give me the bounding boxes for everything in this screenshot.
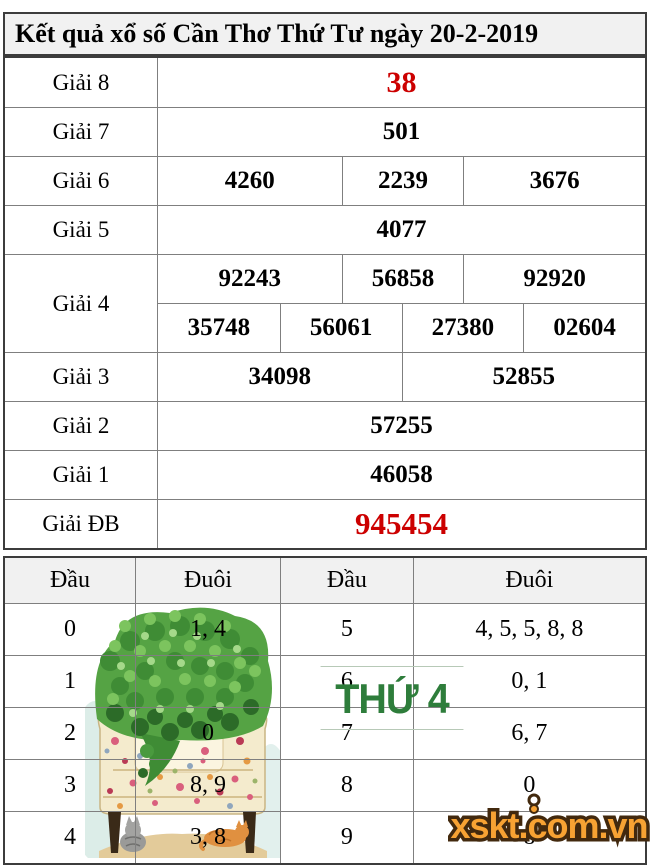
prize-value-g4-3: 92920: [463, 255, 645, 303]
weekday-watermark: THỨ 4: [320, 666, 464, 730]
page-title-text: Kết quả xổ số Cần Thơ Thứ Tư ngày 20-2-2…: [15, 19, 539, 48]
duoi-3: 8, 9: [134, 760, 280, 811]
prize-value-g4-7: 02604: [523, 303, 645, 352]
ivy-leaves-light: [107, 610, 261, 705]
prize-value-g8: 38: [386, 65, 417, 99]
duoi-2: 0: [134, 708, 280, 759]
dau-0: 0: [63, 616, 76, 642]
orange-cat: [198, 820, 249, 851]
prize-row-g8: Giải 8 38: [5, 58, 645, 107]
dau-5: 5: [280, 604, 412, 655]
prize-label-g1: Giải 1: [5, 451, 158, 499]
weekday-watermark-text: THỨ 4: [335, 675, 450, 722]
prize-value-g6-3: 3676: [463, 157, 645, 205]
head-tail-row-0-5: 0 1, 4 5 4, 5, 5, 8, 8: [5, 603, 645, 655]
duoi-4: 3, 8: [134, 812, 280, 863]
prize-label-g7: Giải 7: [5, 108, 158, 156]
head-tail-row-2-7: 2 0 7 6, 7: [5, 707, 645, 759]
duoi-9: 8: [412, 812, 645, 863]
prize-row-g4-line1: 92243 56858 92920: [158, 255, 645, 304]
head-tail-header-row: Đầu Đuôi Đầu Đuôi: [5, 558, 645, 603]
dau-3: 3: [63, 772, 76, 798]
dau-2: 2: [63, 720, 76, 746]
head-tail-table: Đầu Đuôi Đầu Đuôi 0 1, 4 5 4, 5, 5, 8, 8…: [3, 556, 647, 865]
prize-label-g5: Giải 5: [5, 206, 158, 254]
gray-cat: [120, 816, 146, 852]
header-duoi-right: Đuôi: [412, 558, 645, 603]
prize-row-g4: Giải 4 92243 56858 92920 35748 56061 273…: [5, 254, 645, 352]
header-dau-right: Đầu: [280, 558, 412, 603]
dau-7: 7: [280, 708, 412, 759]
duoi-5: 4, 5, 5, 8, 8: [412, 604, 645, 655]
prize-value-g2: 57255: [370, 412, 433, 439]
prize-row-g1: Giải 1 46058: [5, 450, 645, 499]
dau-9: 9: [280, 812, 412, 863]
sofa-plant-illustration: [85, 607, 280, 858]
prize-row-g2: Giải 2 57255: [5, 401, 645, 450]
prize-row-g6: Giải 6 4260 2239 3676: [5, 156, 645, 205]
prize-label-g3: Giải 3: [5, 353, 158, 401]
prize-value-g7: 501: [382, 118, 421, 145]
crown-icon: [527, 793, 541, 814]
dau-6: 6: [280, 656, 412, 707]
prize-label-g2: Giải 2: [5, 402, 158, 450]
duoi-6: 0, 1: [412, 656, 645, 707]
dau-8: 8: [280, 760, 412, 811]
duoi-0: 1, 4: [134, 604, 280, 655]
prize-row-gdb: Giải ĐB 945454: [5, 499, 645, 548]
dau-1: 1: [63, 668, 76, 694]
prize-row-g4-line2: 35748 56061 27380 02604: [158, 303, 645, 352]
dau-4: 4: [63, 824, 76, 850]
prize-row-g3: Giải 3 34098 52855: [5, 352, 645, 401]
prize-label-gdb: Giải ĐB: [5, 500, 158, 548]
prize-value-g4-5: 56061: [279, 303, 402, 352]
header-duoi-left: Đuôi: [134, 558, 280, 603]
prize-value-gdb: 945454: [355, 506, 448, 541]
prize-label-g8: Giải 8: [5, 58, 158, 107]
duoi-8: 0: [412, 760, 645, 811]
head-tail-row-1-6: 1 6 0, 1: [5, 655, 645, 707]
prize-row-g5: Giải 5 4077: [5, 205, 645, 254]
prize-value-g4-1: 92243: [218, 264, 282, 292]
header-dau-left: Đầu: [49, 567, 90, 593]
prize-value-g1: 46058: [370, 461, 433, 488]
prize-value-g3-1: 34098: [248, 363, 312, 390]
head-tail-row-3-8: 3 8, 9 8 0: [5, 759, 645, 811]
site-logo-text[interactable]: xskt.com.vn: [448, 802, 650, 850]
page-title: Kết quả xổ số Cần Thơ Thứ Tư ngày 20-2-2…: [3, 12, 647, 56]
prize-value-g4-4: 35748: [187, 313, 251, 341]
prize-row-g7: Giải 7 501: [5, 107, 645, 156]
prize-value-g4-6: 27380: [401, 303, 524, 352]
prize-label-g6: Giải 6: [5, 157, 158, 205]
prize-value-g6-1: 4260: [224, 167, 275, 194]
prize-value-g6-2: 2239: [341, 157, 464, 205]
duoi-1: [134, 656, 280, 707]
prize-results-table: Giải 8 38 Giải 7 501 Giải 6 4260 2239 36…: [3, 56, 647, 550]
site-logo[interactable]: xskt.com.vn: [448, 786, 650, 858]
prize-value-g5: 4077: [376, 216, 427, 243]
prize-label-g4: Giải 4: [5, 255, 158, 352]
duoi-7: 6, 7: [412, 708, 645, 759]
head-tail-row-4-9: 4 3, 8 9 8: [5, 811, 645, 863]
prize-value-g4-2: 56858: [341, 255, 464, 303]
prize-value-g3-2: 52855: [401, 353, 646, 401]
